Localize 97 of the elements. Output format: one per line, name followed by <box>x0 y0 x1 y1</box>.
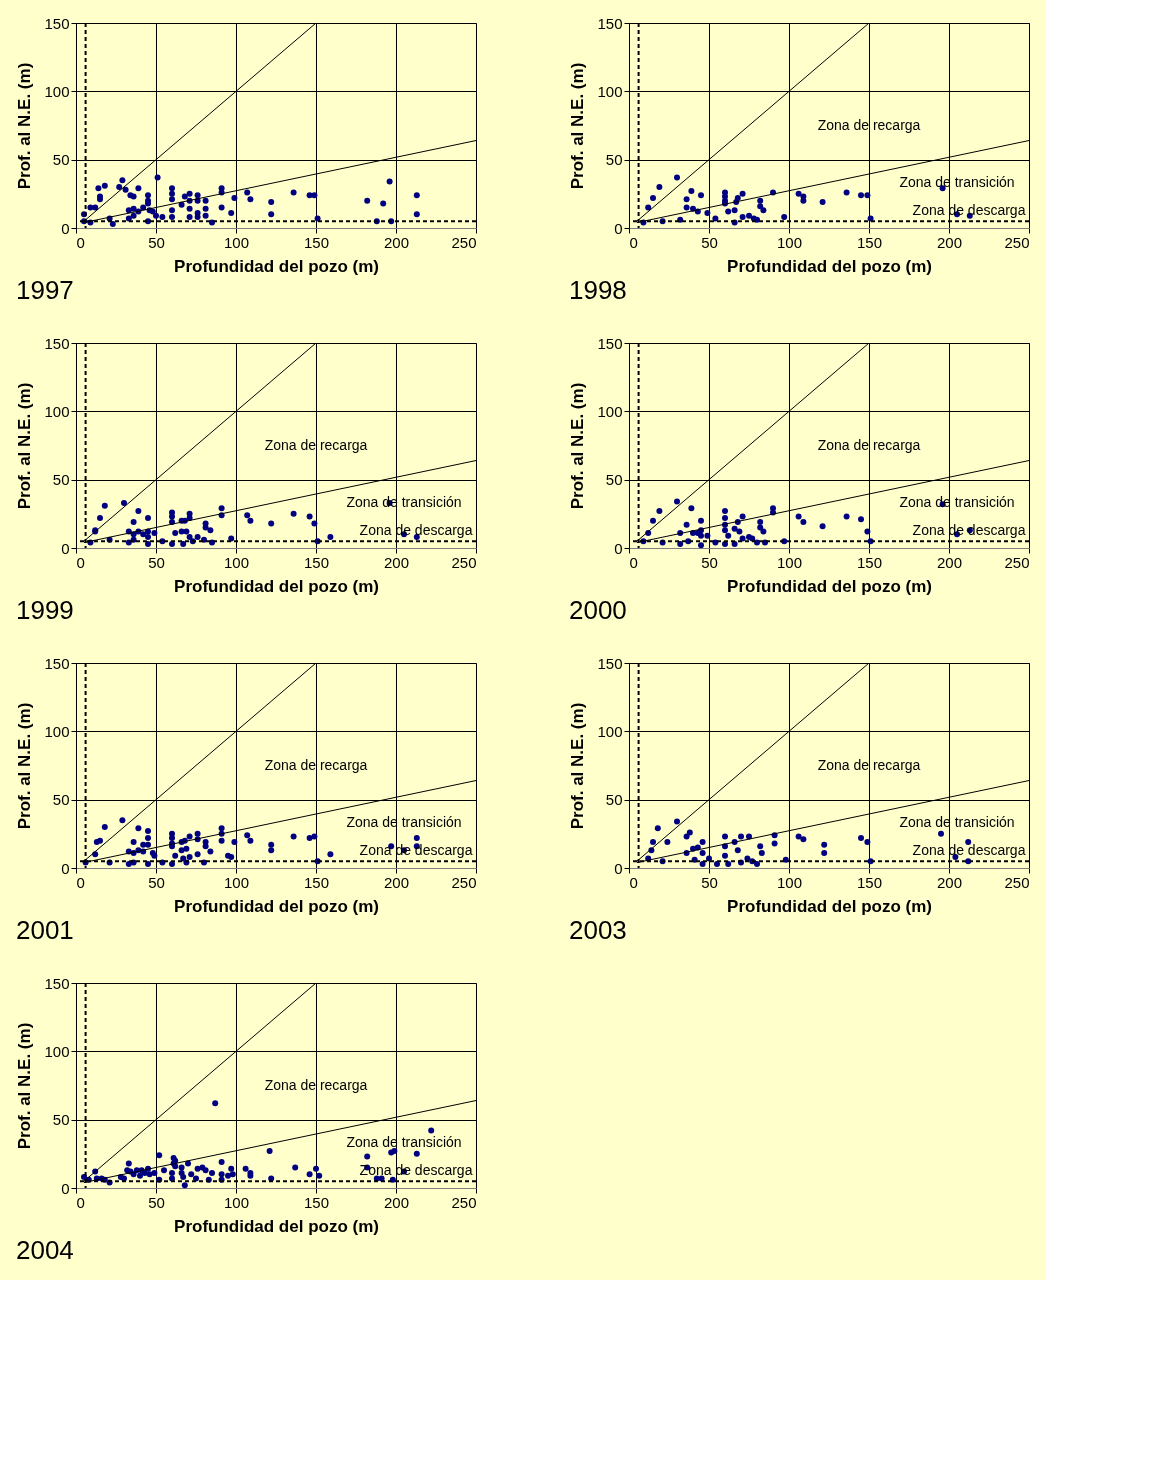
y-tick-label: 50 <box>52 1111 70 1129</box>
x-axis-title: Profundidad del pozo (m) <box>174 256 379 276</box>
y-tick-label: 0 <box>61 219 70 237</box>
x-tick-label: 250 <box>451 1193 477 1211</box>
y-tick-label: 150 <box>597 14 623 32</box>
x-tick-label: 50 <box>148 553 165 571</box>
annotation: Zona de recarga <box>264 436 368 453</box>
y-axis-title: Prof. al N.E. (m) <box>568 702 588 830</box>
text: 1998 <box>568 275 627 305</box>
x-tick-label: 50 <box>701 873 718 891</box>
x-tick-label: 250 <box>1004 873 1030 891</box>
x-axis-title: Profundidad del pozo (m) <box>174 1216 379 1236</box>
x-tick-label: 100 <box>776 233 803 251</box>
y-axis-title: Prof. al N.E. (m) <box>15 62 35 190</box>
x-tick-label: 200 <box>936 233 963 251</box>
x-tick-label: 150 <box>303 233 330 251</box>
y-tick-label: 50 <box>605 151 623 169</box>
x-tick-label: 0 <box>76 553 85 571</box>
x-tick-label: 200 <box>936 873 963 891</box>
text: 2003 <box>568 915 627 945</box>
y-axis-title: Prof. al N.E. (m) <box>15 702 35 830</box>
x-tick-label: 250 <box>1004 553 1030 571</box>
y-tick-label: 150 <box>597 654 623 672</box>
y-axis-title: Prof. al N.E. (m) <box>15 382 35 510</box>
x-tick-label: 150 <box>303 553 330 571</box>
y-tick-label: 100 <box>597 402 623 420</box>
x-tick-label: 100 <box>223 1193 250 1211</box>
y-tick-label: 50 <box>52 471 70 489</box>
x-tick-label: 150 <box>303 1193 330 1211</box>
annotation: Zona de recarga <box>817 116 921 133</box>
y-tick-label: 100 <box>44 82 70 100</box>
x-axis-title: Profundidad del pozo (m) <box>727 896 932 916</box>
x-tick-label: 200 <box>936 553 963 571</box>
x-tick-label: 150 <box>856 233 883 251</box>
text: 2000 <box>568 595 627 625</box>
x-tick-label: 100 <box>223 233 250 251</box>
x-tick-label: 100 <box>776 553 803 571</box>
y-tick-label: 150 <box>597 334 623 352</box>
x-tick-label: 250 <box>451 873 477 891</box>
x-tick-label: 100 <box>223 873 250 891</box>
y-tick-label: 100 <box>597 82 623 100</box>
x-tick-label: 0 <box>629 233 638 251</box>
x-axis-title: Profundidad del pozo (m) <box>174 896 379 916</box>
x-tick-label: 50 <box>148 1193 165 1211</box>
x-tick-label: 0 <box>629 873 638 891</box>
x-tick-label: 250 <box>451 553 477 571</box>
x-tick-label: 0 <box>629 553 638 571</box>
x-tick-label: 100 <box>776 873 803 891</box>
x-tick-label: 150 <box>856 873 883 891</box>
annotation: Zona de recarga <box>817 436 921 453</box>
y-axis-title: Prof. al N.E. (m) <box>568 62 588 190</box>
y-tick-label: 0 <box>614 219 623 237</box>
x-tick-label: 200 <box>383 553 410 571</box>
y-tick-label: 0 <box>61 539 70 557</box>
x-tick-label: 50 <box>701 553 718 571</box>
x-tick-label: 250 <box>1004 233 1030 251</box>
x-tick-label: 200 <box>383 233 410 251</box>
x-tick-label: 0 <box>76 1193 85 1211</box>
x-tick-label: 200 <box>383 873 410 891</box>
x-tick-label: 150 <box>856 553 883 571</box>
y-axis-title: Prof. al N.E. (m) <box>15 1022 35 1150</box>
x-tick-label: 50 <box>148 873 165 891</box>
y-tick-label: 150 <box>44 974 70 992</box>
x-tick-label: 200 <box>383 1193 410 1211</box>
y-tick-label: 0 <box>614 539 623 557</box>
y-tick-label: 150 <box>44 14 70 32</box>
text: 1999 <box>15 595 74 625</box>
x-tick-label: 50 <box>148 233 165 251</box>
x-tick-label: 0 <box>76 233 85 251</box>
annotation: Zona de recarga <box>264 1076 368 1093</box>
y-tick-label: 50 <box>52 151 70 169</box>
x-tick-label: 50 <box>701 233 718 251</box>
x-tick-label: 250 <box>451 233 477 251</box>
y-tick-label: 0 <box>614 859 623 877</box>
y-tick-label: 50 <box>605 791 623 809</box>
text: 2004 <box>15 1235 74 1265</box>
y-tick-label: 0 <box>61 1179 70 1197</box>
x-axis-title: Profundidad del pozo (m) <box>727 576 932 596</box>
x-axis-title: Profundidad del pozo (m) <box>727 256 932 276</box>
y-axis-title: Prof. al N.E. (m) <box>568 382 588 510</box>
y-tick-label: 0 <box>61 859 70 877</box>
y-tick-label: 100 <box>44 722 70 740</box>
text: 1997 <box>15 275 74 305</box>
y-tick-label: 100 <box>44 402 70 420</box>
y-tick-label: 50 <box>605 471 623 489</box>
y-tick-label: 100 <box>44 1042 70 1060</box>
x-tick-label: 0 <box>76 873 85 891</box>
x-tick-label: 150 <box>303 873 330 891</box>
y-tick-label: 150 <box>44 334 70 352</box>
annotation: Zona de recarga <box>817 756 921 773</box>
annotation: Zona de recarga <box>264 756 368 773</box>
y-tick-label: 150 <box>44 654 70 672</box>
y-tick-label: 100 <box>597 722 623 740</box>
x-axis-title: Profundidad del pozo (m) <box>174 576 379 596</box>
x-tick-label: 100 <box>223 553 250 571</box>
y-tick-label: 50 <box>52 791 70 809</box>
text: 2001 <box>15 915 74 945</box>
